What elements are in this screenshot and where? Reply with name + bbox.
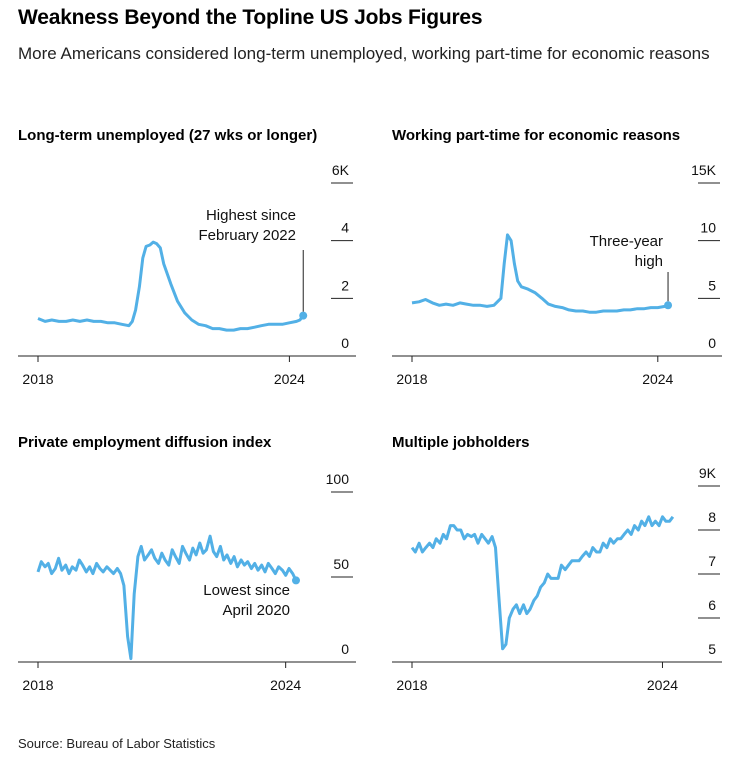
- x-tick-label: 2024: [642, 371, 673, 387]
- annotation-text: Highest since: [206, 207, 296, 224]
- y-tick-label: 0: [341, 335, 349, 351]
- y-tick-label: 100: [326, 471, 350, 487]
- source-note: Source: Bureau of Labor Statistics: [18, 736, 216, 751]
- x-tick-label: 2018: [22, 371, 53, 387]
- y-tick-label: 4: [341, 220, 349, 236]
- x-tick-label: 2024: [274, 371, 305, 387]
- panel-title-diffusion-index: Private employment diffusion index: [18, 434, 272, 451]
- x-tick-label: 2018: [22, 677, 53, 693]
- annotation-text: April 2020: [222, 602, 290, 619]
- y-tick-label: 0: [708, 335, 716, 351]
- y-tick-label: 5: [708, 277, 716, 293]
- annotation-text: Three-year: [590, 233, 663, 250]
- panel-title-multiple-jobholders: Multiple jobholders: [392, 434, 530, 451]
- series-line: [411, 233, 669, 314]
- annotation-text: high: [635, 253, 663, 270]
- y-tick-label: 9K: [699, 465, 717, 481]
- panel-title-part-time-economic: Working part-time for economic reasons: [392, 127, 681, 144]
- y-tick-label: 5: [708, 641, 716, 657]
- series-line: [410, 515, 675, 651]
- y-tick-label: 2: [341, 277, 349, 293]
- series-line: [37, 240, 305, 332]
- panel-title-long-term-unemployed: Long-term unemployed (27 wks or longer): [18, 127, 318, 144]
- annotation-text: February 2022: [198, 227, 296, 244]
- chart-title: Weakness Beyond the Topline US Jobs Figu…: [18, 6, 483, 29]
- y-tick-label: 6: [708, 597, 716, 613]
- x-tick-label: 2018: [396, 371, 427, 387]
- y-tick-label: 6K: [332, 162, 350, 178]
- y-tick-label: 15K: [691, 162, 717, 178]
- x-tick-label: 2018: [396, 677, 427, 693]
- series-line: [36, 534, 298, 661]
- chart-subtitle: More Americans considered long-term unem…: [18, 44, 710, 63]
- endpoint-marker: [299, 311, 308, 320]
- x-tick-label: 2024: [647, 677, 678, 693]
- annotation-text: Lowest since: [203, 582, 290, 599]
- y-tick-label: 0: [341, 641, 349, 657]
- x-tick-label: 2024: [270, 677, 301, 693]
- y-tick-label: 50: [333, 556, 349, 572]
- endpoint-marker: [664, 301, 673, 310]
- y-tick-label: 8: [708, 509, 716, 525]
- y-tick-label: 10: [700, 220, 716, 236]
- endpoint-marker: [291, 576, 300, 585]
- y-tick-label: 7: [708, 553, 716, 569]
